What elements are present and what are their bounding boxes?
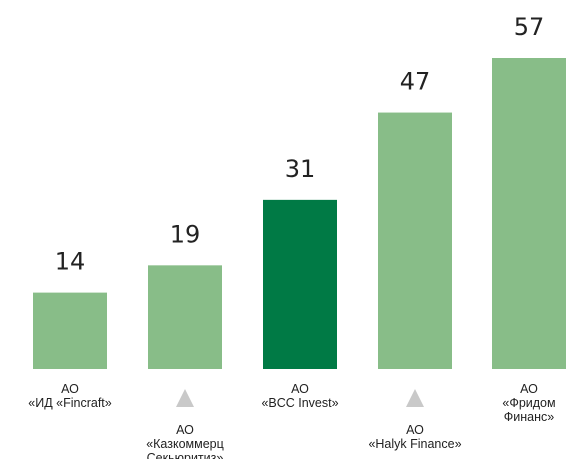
value-label-3: 31 [285,155,316,183]
category-label-1-line-1: АО [61,382,79,396]
bar-4 [378,112,452,369]
triangle-marker-icon [406,389,424,407]
value-label-5: 57 [514,13,545,41]
bar-1 [33,292,107,369]
value-label-2: 19 [170,220,201,248]
bar-3 [263,199,337,369]
category-label-2-line-2: «Казкоммерц [146,437,224,451]
category-label-4-line-2: «Halyk Finance» [368,437,461,451]
bar-5 [492,58,566,369]
markers-group [176,389,424,407]
bars-group [33,58,566,369]
value-label-4: 47 [400,68,431,96]
category-label-5-line-3: Финанс» [504,410,554,424]
category-label-5-line-1: АО [520,382,538,396]
category-label-4-line-1: АО [406,423,424,437]
category-labels-group: АО«ИД «Fincraft»АО«КазкоммерцСекьюритиз»… [28,382,555,459]
bar-2 [148,265,222,369]
value-labels-group: 14 19 31 47 57 [55,13,545,276]
category-label-5-line-2: «Фридом [502,396,555,410]
category-label-3-line-2: «BCC Invest» [261,396,338,410]
value-label-1: 14 [55,248,86,276]
category-label-2-line-3: Секьюритиз» [147,451,224,459]
triangle-marker-icon [176,389,194,407]
category-label-1-line-2: «ИД «Fincraft» [28,396,112,410]
category-label-3-line-1: АО [291,382,309,396]
category-label-2-line-1: АО [176,423,194,437]
